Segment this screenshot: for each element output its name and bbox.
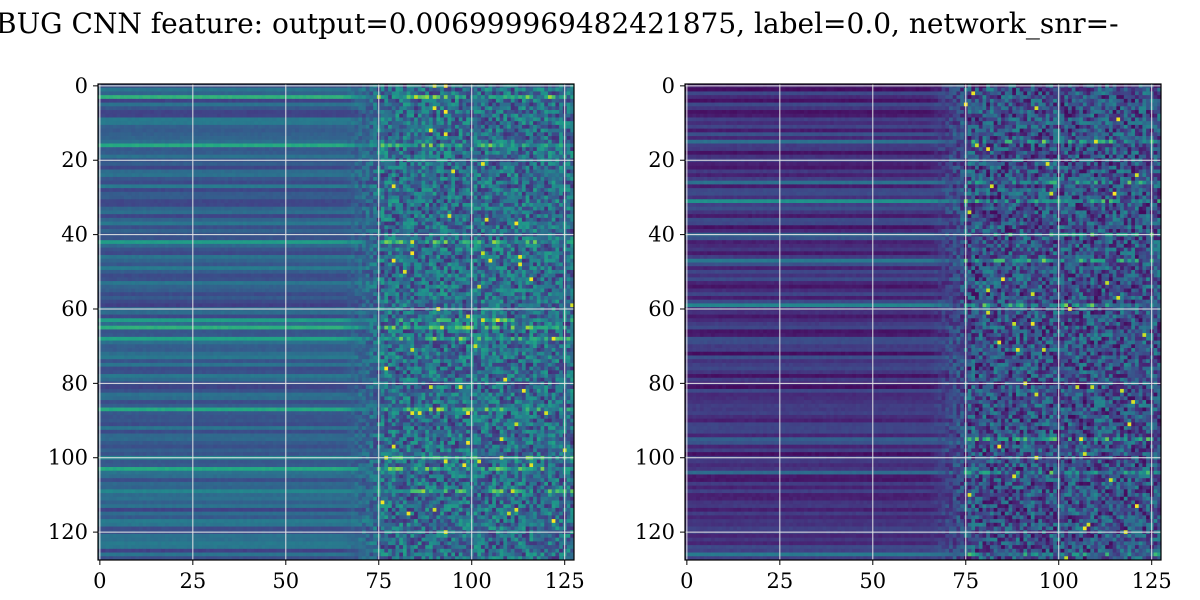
chart-title: BUG CNN feature: output=0.00699996948242… bbox=[0, 0, 1200, 48]
x-tick-label: 50 bbox=[272, 569, 299, 593]
x-tick-label: 75 bbox=[365, 569, 392, 593]
x-tick-label: 0 bbox=[93, 569, 106, 593]
y-tick-label: 100 bbox=[635, 446, 675, 470]
y-tick-label: 120 bbox=[48, 520, 88, 544]
plot-frame bbox=[684, 83, 1162, 561]
x-tick-label: 25 bbox=[766, 569, 793, 593]
y-tick-label: 0 bbox=[75, 74, 88, 98]
heatmap-cells bbox=[685, 84, 1162, 561]
chart-title-text: BUG CNN feature: output=0.00699996948242… bbox=[0, 0, 1119, 48]
y-tick-label: 0 bbox=[662, 74, 675, 98]
x-tick-label: 125 bbox=[545, 569, 585, 593]
y-tick-label: 80 bbox=[61, 371, 88, 395]
y-tick-label: 40 bbox=[648, 223, 675, 247]
x-tick-label: 0 bbox=[680, 569, 693, 593]
heatmap-left: 0 25 50 75 100 125 0 20 40 60 80 100 120 bbox=[48, 74, 585, 593]
x-tick-label: 100 bbox=[452, 569, 492, 593]
heatmap-grid bbox=[98, 84, 574, 560]
x-tick-label: 25 bbox=[179, 569, 206, 593]
x-tick-label: 125 bbox=[1132, 569, 1172, 593]
y-tick-label: 60 bbox=[648, 297, 675, 321]
heatmap-right: 0 25 50 75 100 125 0 20 40 60 80 100 120 bbox=[635, 74, 1172, 593]
plot-frame bbox=[97, 83, 575, 561]
y-tick-label: 100 bbox=[48, 446, 88, 470]
heatmap-cells bbox=[98, 84, 575, 561]
y-tick-label: 20 bbox=[61, 148, 88, 172]
y-tick-label: 40 bbox=[61, 223, 88, 247]
y-tick-label: 20 bbox=[648, 148, 675, 172]
x-tick-label: 50 bbox=[859, 569, 886, 593]
y-tick-label: 60 bbox=[61, 297, 88, 321]
x-tick-label: 75 bbox=[952, 569, 979, 593]
y-tick-label: 80 bbox=[648, 371, 675, 395]
x-tick-label: 100 bbox=[1039, 569, 1079, 593]
heatmap-grid bbox=[685, 84, 1161, 560]
y-tick-label: 120 bbox=[635, 520, 675, 544]
